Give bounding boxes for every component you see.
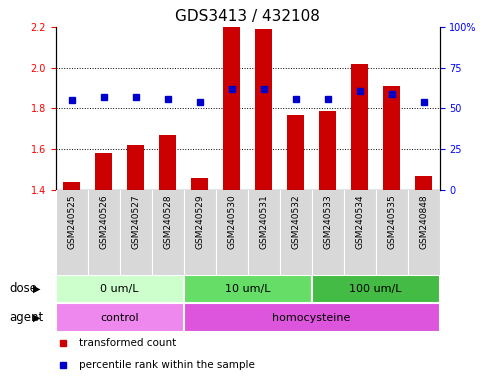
- Title: GDS3413 / 432108: GDS3413 / 432108: [175, 9, 320, 24]
- Text: GSM240535: GSM240535: [387, 194, 396, 249]
- Text: GSM240848: GSM240848: [419, 194, 428, 249]
- Bar: [159, 135, 176, 190]
- Bar: [95, 153, 113, 190]
- Bar: [415, 176, 432, 190]
- Bar: [312, 275, 440, 303]
- Bar: [287, 114, 304, 190]
- Text: 0 um/L: 0 um/L: [100, 284, 139, 294]
- Bar: [184, 303, 440, 332]
- Text: 10 um/L: 10 um/L: [225, 284, 270, 294]
- Text: agent: agent: [10, 311, 44, 324]
- Text: percentile rank within the sample: percentile rank within the sample: [79, 360, 255, 370]
- Bar: [127, 145, 144, 190]
- Bar: [63, 182, 80, 190]
- Text: control: control: [100, 313, 139, 323]
- Bar: [319, 111, 336, 190]
- Bar: [56, 303, 184, 332]
- Text: homocysteine: homocysteine: [272, 313, 351, 323]
- Bar: [223, 27, 241, 190]
- Text: GSM240534: GSM240534: [355, 194, 364, 249]
- Bar: [191, 178, 208, 190]
- Text: GSM240530: GSM240530: [227, 194, 236, 249]
- Bar: [383, 86, 400, 190]
- Text: GSM240529: GSM240529: [195, 194, 204, 249]
- Text: 100 um/L: 100 um/L: [349, 284, 402, 294]
- Bar: [255, 29, 272, 190]
- Bar: [56, 275, 184, 303]
- Text: GSM240528: GSM240528: [163, 194, 172, 249]
- Text: GSM240526: GSM240526: [99, 194, 108, 249]
- Text: transformed count: transformed count: [79, 338, 176, 348]
- Text: GSM240532: GSM240532: [291, 194, 300, 249]
- Text: ▶: ▶: [32, 284, 40, 294]
- Text: dose: dose: [10, 283, 38, 295]
- Text: GSM240527: GSM240527: [131, 194, 140, 249]
- Text: GSM240533: GSM240533: [323, 194, 332, 249]
- Text: GSM240531: GSM240531: [259, 194, 268, 249]
- Text: GSM240525: GSM240525: [67, 194, 76, 249]
- Bar: [184, 275, 312, 303]
- Text: ▶: ▶: [32, 313, 40, 323]
- Bar: [351, 64, 369, 190]
